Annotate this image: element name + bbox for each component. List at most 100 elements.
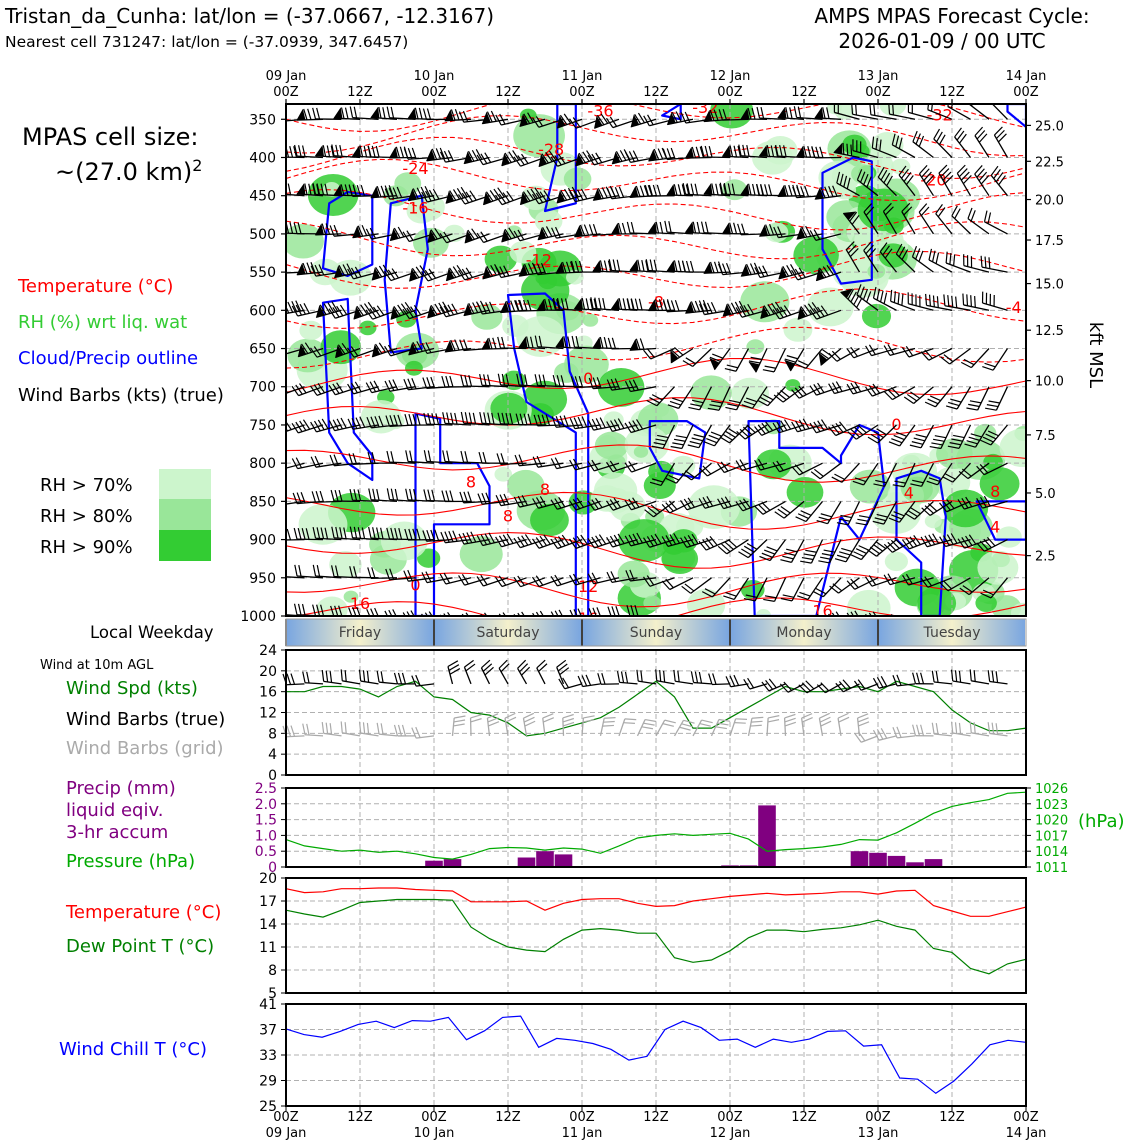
weekday-cell xyxy=(435,619,581,646)
wind-barb xyxy=(828,381,860,395)
pressure-line xyxy=(285,791,1027,860)
wind-barb-true xyxy=(463,659,476,685)
wind-barb xyxy=(534,335,564,350)
wind-barb-true xyxy=(950,669,971,685)
weekday-label: Tuesday xyxy=(923,625,981,641)
wind-barb xyxy=(479,374,509,388)
wind-barb-grid xyxy=(393,724,416,737)
wind-barb xyxy=(460,411,490,426)
wind-barb-true xyxy=(708,673,731,686)
wind-barb xyxy=(867,424,897,444)
wind-barb xyxy=(856,169,879,197)
wind-barb xyxy=(879,242,898,273)
wind-barb-grid xyxy=(504,712,517,737)
wind-barb-grid xyxy=(618,718,637,737)
pressure-tick-label: 1017 xyxy=(1035,829,1068,844)
wind-barb xyxy=(829,577,860,594)
wind-barb xyxy=(501,227,527,243)
wind-barb xyxy=(974,165,990,197)
wind-barb-grid xyxy=(358,721,379,737)
wind-barb-grid xyxy=(950,721,971,737)
wind-barb xyxy=(626,604,657,616)
wind-barb xyxy=(476,532,509,547)
wind-barb-grid xyxy=(872,728,897,741)
pressure-tick-label: 900 xyxy=(249,533,276,549)
wind-barb xyxy=(680,533,712,548)
wind-barb xyxy=(846,346,879,359)
wind-barb xyxy=(349,526,379,541)
pressure-tick-label: 650 xyxy=(249,342,276,358)
wind-barb xyxy=(331,526,361,541)
wind-barb xyxy=(390,301,416,320)
rh-blob xyxy=(494,466,513,482)
wind-barb xyxy=(872,286,897,311)
rh-blob xyxy=(979,467,1020,501)
y-tick-label: 16 xyxy=(259,685,277,701)
wind-barb xyxy=(624,419,657,434)
wind-barb xyxy=(956,164,972,197)
wind-barb-true xyxy=(358,669,379,685)
wind-barb xyxy=(809,382,842,396)
wind-barb xyxy=(816,501,842,525)
bottom-time-label: 00Z xyxy=(865,1110,891,1125)
weekday-frame xyxy=(285,618,1027,647)
wind-barb xyxy=(757,386,786,407)
wind-barb xyxy=(606,418,638,433)
wind-barb xyxy=(809,419,842,434)
wind-barb-grid xyxy=(987,722,1008,737)
rh-blob xyxy=(917,587,957,616)
wind-barb xyxy=(629,259,657,273)
wind-barb xyxy=(441,375,472,388)
bottom-date-label: 09 Jan xyxy=(266,1126,307,1140)
wind-barb xyxy=(748,348,768,373)
wind-barb xyxy=(777,106,805,120)
time-series-panels: 0481216202400.51.01.52.02.51011101410171… xyxy=(255,643,1068,1140)
pressure-tick-label: 550 xyxy=(249,265,276,281)
wind-barb xyxy=(386,488,416,503)
rh-blob xyxy=(752,140,793,175)
rh-blob xyxy=(633,445,649,458)
wind-barb xyxy=(814,107,842,120)
wind-barb xyxy=(980,255,1008,273)
top-time-label: 12Z xyxy=(495,85,521,100)
wind-barb xyxy=(717,539,749,555)
wind-barb xyxy=(442,412,472,426)
wind-barb xyxy=(831,462,860,483)
wind-barb xyxy=(738,539,768,559)
top-time-label: 00Z xyxy=(1013,85,1039,100)
wind-barb xyxy=(684,299,712,314)
wind-barb xyxy=(610,222,638,235)
wind-barb xyxy=(988,104,1008,120)
wind-barb xyxy=(920,347,953,361)
temperature-contour-label: 12 xyxy=(578,577,598,596)
wind-barb xyxy=(684,221,712,235)
wind-barb xyxy=(427,301,453,319)
pressure-tick-label: 450 xyxy=(249,189,276,205)
wind-barb xyxy=(842,211,861,235)
wind-barb xyxy=(407,185,435,202)
rh90-label: RH > 90% xyxy=(40,537,133,558)
wind-barb-grid xyxy=(783,713,797,736)
wind-barb-grid xyxy=(837,712,850,737)
wind-barb xyxy=(836,501,861,526)
wind-barb xyxy=(719,424,749,444)
wind-barb xyxy=(725,386,750,411)
rh-blob xyxy=(484,245,517,273)
y-tick-label: 41 xyxy=(259,997,277,1013)
rh70-swatch xyxy=(159,469,211,499)
wind-barb xyxy=(680,497,712,511)
top-time-label: 12Z xyxy=(643,85,669,100)
wind-barb xyxy=(958,462,990,480)
y-tick-label: 37 xyxy=(259,1023,277,1039)
wind-barbs-grid-label: Wind Barbs (grid) xyxy=(66,738,224,759)
wind-barb xyxy=(920,576,953,588)
temperature-contour-label: -12 xyxy=(526,251,552,270)
wind-barb xyxy=(606,460,638,473)
temperature-contour xyxy=(286,397,1026,436)
wind-barb xyxy=(760,301,786,319)
wind-barb xyxy=(797,577,824,600)
wind-barb-grid xyxy=(340,721,361,737)
nearest-cell-line: Nearest cell 731247: lat/lon = (-37.0939… xyxy=(5,33,408,51)
wind-barb xyxy=(833,104,860,120)
top-time-label: 12Z xyxy=(939,85,965,100)
